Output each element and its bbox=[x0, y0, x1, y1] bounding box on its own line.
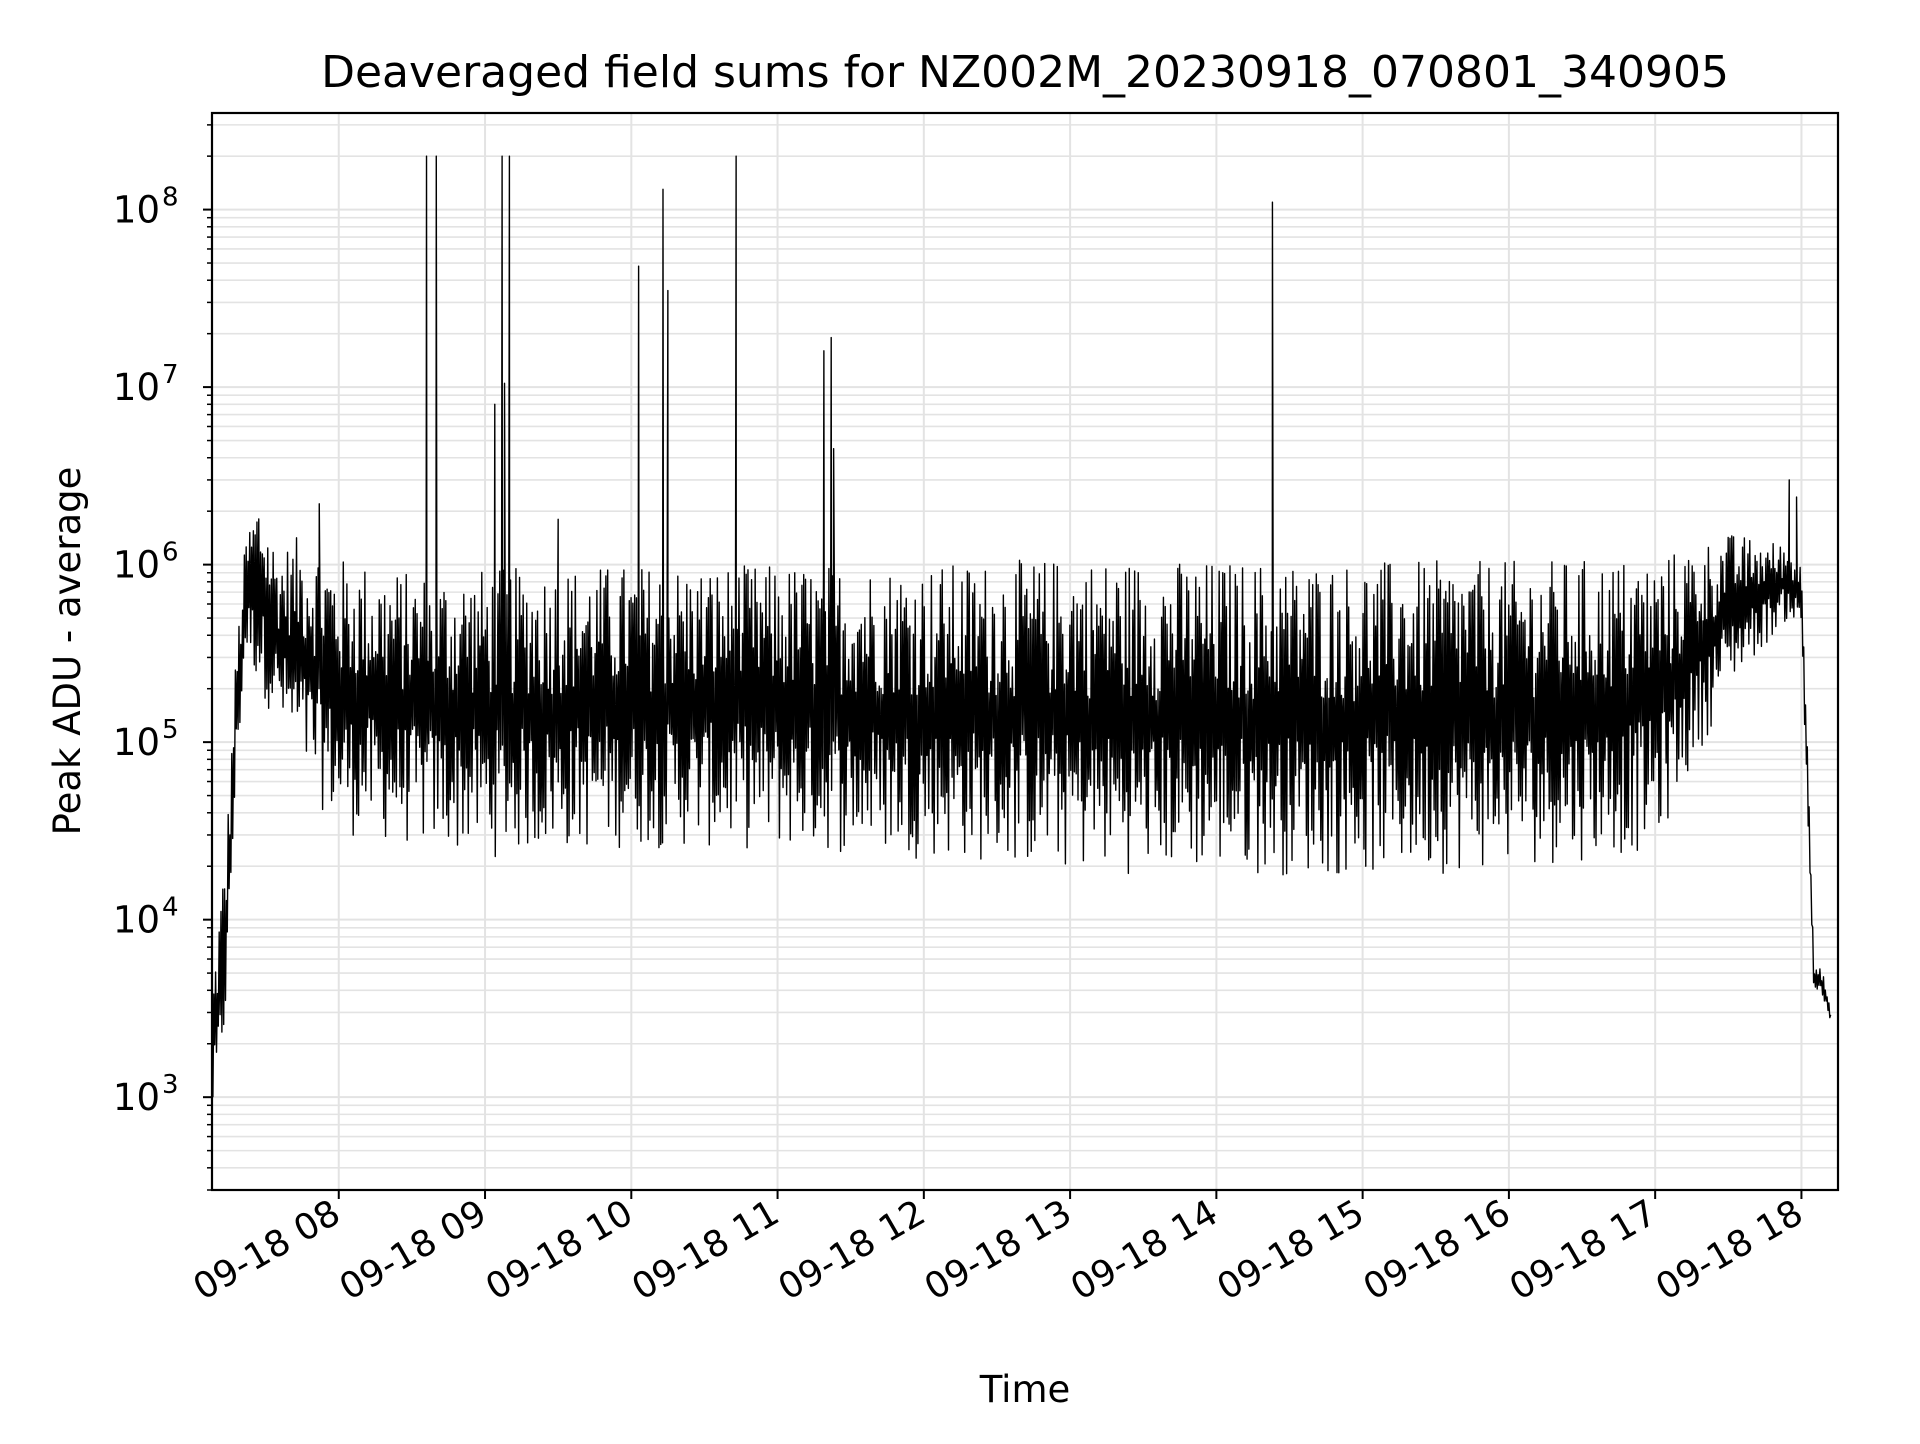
y-tick-label: 10 bbox=[113, 366, 160, 409]
y-tick-label-exponent: 3 bbox=[162, 1070, 179, 1100]
y-tick-label: 10 bbox=[113, 544, 160, 587]
x-axis-label: Time bbox=[979, 1368, 1071, 1411]
y-tick-label-exponent: 8 bbox=[162, 183, 179, 213]
chart-title: Deaveraged field sums for NZ002M_2023091… bbox=[321, 47, 1729, 98]
series-path bbox=[211, 155, 1832, 1098]
y-tick-label-exponent: 5 bbox=[162, 715, 179, 745]
series-line bbox=[211, 155, 1832, 1098]
y-axis-label: Peak ADU - average bbox=[46, 467, 89, 836]
y-tick-label-exponent: 7 bbox=[162, 360, 179, 390]
y-tick-label: 10 bbox=[113, 1076, 160, 1119]
grid bbox=[212, 113, 1838, 1191]
y-tick-label-exponent: 4 bbox=[162, 893, 179, 923]
y-tick-label: 10 bbox=[113, 189, 160, 232]
y-tick-label-exponent: 6 bbox=[162, 538, 179, 568]
plot-frame bbox=[210, 111, 1840, 1192]
y-tick-label: 10 bbox=[113, 721, 160, 764]
y-tick-label: 10 bbox=[113, 899, 160, 942]
